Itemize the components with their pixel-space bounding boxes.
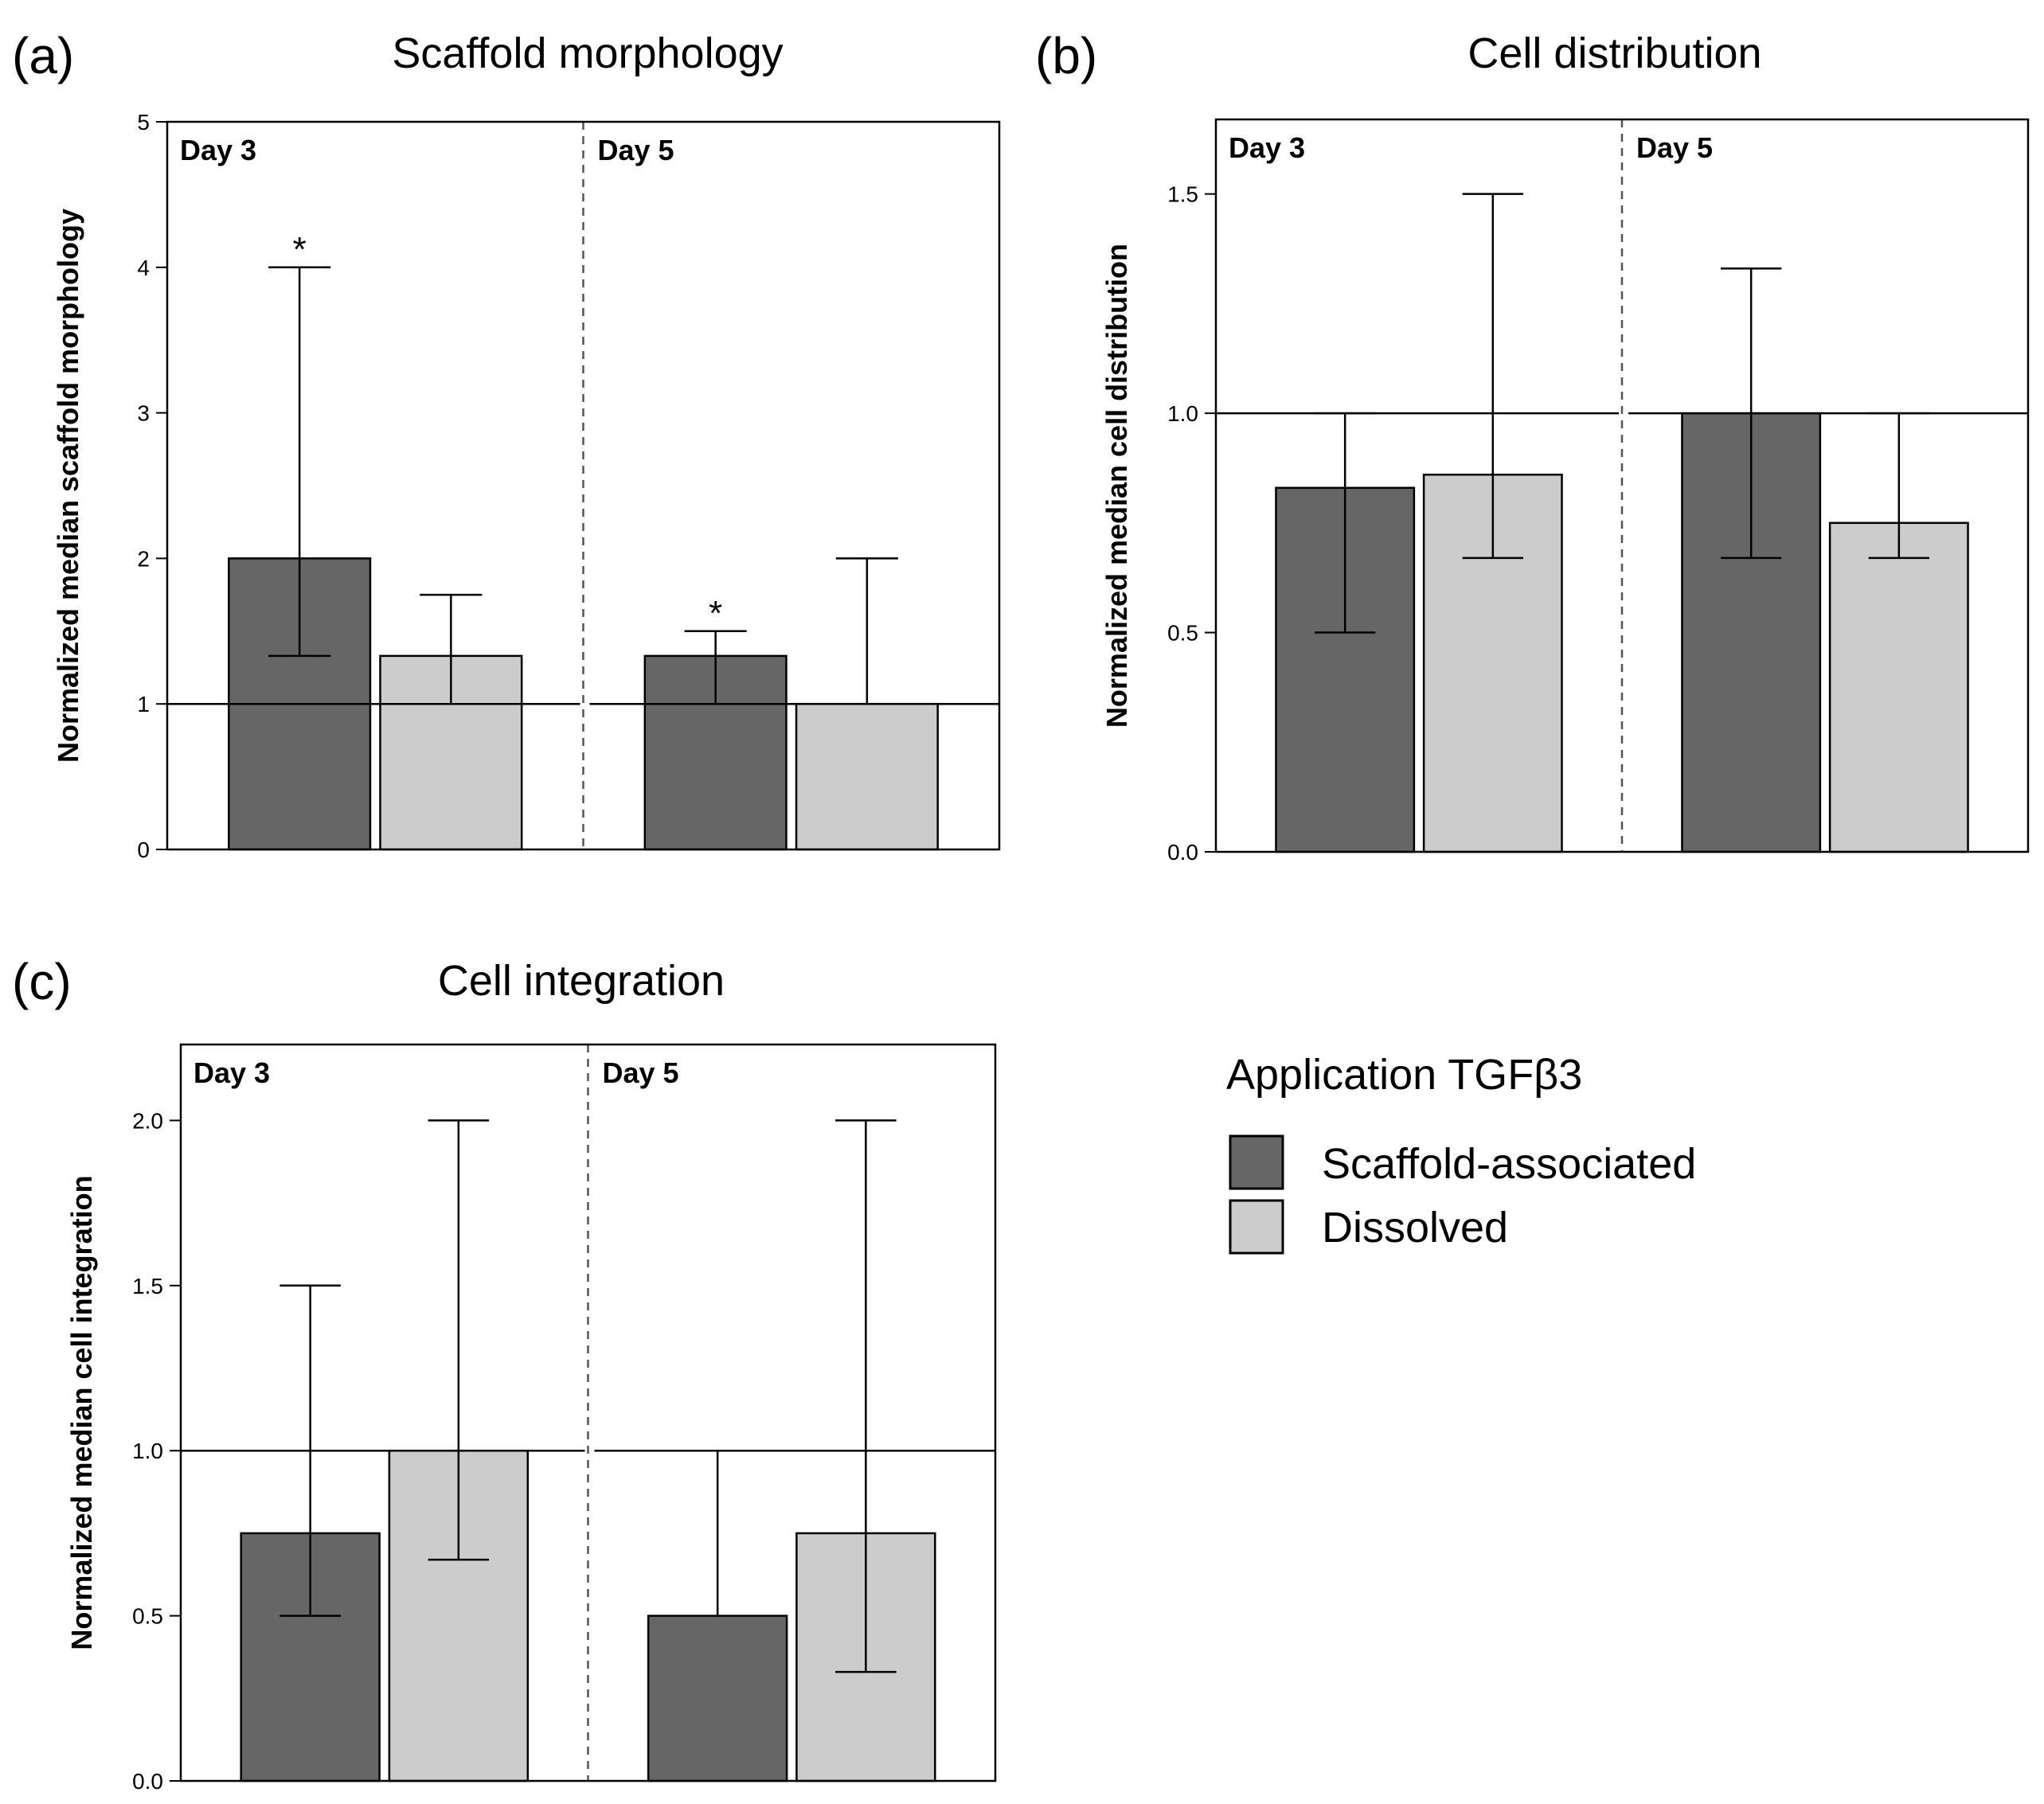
day-label: Day 5 — [1636, 131, 1713, 164]
bar-dissolved-day-5 — [1828, 521, 1969, 853]
panel-title: Cell integration — [438, 957, 725, 1005]
legend-swatch-dissolved — [1229, 1199, 1284, 1255]
y-tick-label: 0.5 — [1167, 621, 1198, 646]
plot-frame — [1214, 118, 2030, 853]
legend-label-scaffold-associated: Scaffold-associated — [1322, 1140, 1696, 1188]
legend-label-dissolved: Dissolved — [1322, 1204, 1508, 1251]
panel-title: Scaffold morphology — [392, 29, 783, 77]
y-tick-label: 0.5 — [132, 1604, 163, 1629]
panel-letter: (a) — [12, 27, 74, 84]
y-tick-label: 0.0 — [132, 1769, 163, 1794]
y-tick-label: 1.0 — [1167, 401, 1198, 426]
legend-title: Application TGFβ3 — [1226, 1051, 1582, 1099]
legend: Application TGFβ3 Scaffold-associated Di… — [1226, 1051, 1696, 1255]
plot-frame — [166, 120, 1001, 851]
y-tick-label: 1.5 — [1167, 182, 1198, 207]
legend-swatch-scaffold-associated — [1229, 1134, 1284, 1190]
chart-panel-2: (b) Cell distribution Normalized median ce… — [1035, 27, 2030, 865]
panel-letter: (c) — [12, 953, 72, 1010]
y-tick-label: 4 — [137, 256, 150, 280]
day-label: Day 3 — [180, 134, 256, 166]
chart-panel-1: (a) Scaffold morphology Normalized median … — [12, 27, 1001, 862]
y-axis-label: Normalized median scaffold morphology — [52, 209, 84, 763]
y-tick-label: 0 — [137, 838, 150, 862]
significance-star: * — [293, 230, 307, 269]
day-label: Day 3 — [1229, 131, 1305, 164]
y-tick-label: 2 — [137, 546, 150, 571]
y-tick-label: 1.0 — [132, 1439, 163, 1463]
bar-dissolved-day-5 — [795, 702, 939, 851]
significance-star: * — [709, 594, 722, 633]
panels: (a) Scaffold morphology Normalized median … — [12, 27, 2030, 1794]
y-tick-label: 1.5 — [132, 1274, 163, 1298]
y-tick-label: 5 — [137, 110, 150, 135]
plot-frame — [179, 1043, 997, 1783]
chart-panel-3: (c) Cell integration Normalized median cel… — [12, 953, 997, 1794]
bar-scaffold-associated-day-5 — [647, 1615, 788, 1783]
day-label: Day 3 — [193, 1056, 270, 1089]
y-tick-label: 2.0 — [132, 1108, 163, 1133]
y-tick-label: 3 — [137, 401, 150, 426]
day-label: Day 5 — [598, 134, 674, 166]
day-label: Day 5 — [603, 1056, 679, 1089]
y-axis-label: Normalized median cell distribution — [1100, 244, 1133, 728]
y-tick-label: 0.0 — [1167, 840, 1198, 865]
y-tick-label: 1 — [137, 692, 150, 717]
y-axis-label: Normalized median cell integration — [65, 1175, 98, 1650]
panel-letter: (b) — [1035, 27, 1097, 84]
panel-title: Cell distribution — [1468, 29, 1761, 77]
